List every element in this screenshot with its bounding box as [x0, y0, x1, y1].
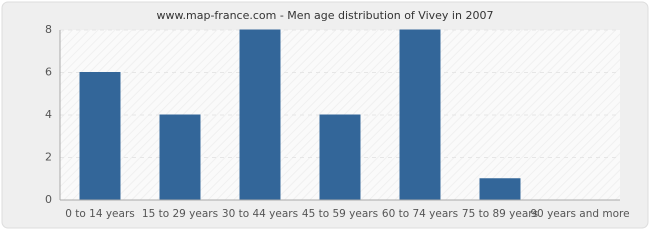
- y-tick-label: 8: [45, 23, 52, 36]
- x-tick-label: 0 to 14 years: [65, 208, 135, 220]
- y-tick-label: 2: [45, 151, 52, 164]
- x-tick-label: 60 to 74 years: [382, 208, 458, 220]
- bar: [319, 114, 361, 201]
- x-tick-label: 15 to 29 years: [142, 208, 218, 220]
- x-tick-label: 45 to 59 years: [302, 208, 378, 220]
- y-tick-label: 0: [45, 193, 52, 206]
- bar: [399, 29, 441, 201]
- x-tick-label: 75 to 89 years: [462, 208, 538, 220]
- chart-title: www.map-france.com - Men age distributio…: [157, 9, 494, 22]
- bar: [159, 114, 201, 201]
- x-tick-label: 90 years and more: [530, 208, 629, 220]
- y-tick-label: 4: [45, 108, 52, 121]
- page: www.map-france.com - Men age distributio…: [0, 0, 650, 230]
- bar: [479, 178, 521, 201]
- y-tick-label: 6: [45, 66, 52, 79]
- bar: [79, 72, 121, 201]
- bar: [239, 29, 281, 201]
- chart: www.map-france.com - Men age distributio…: [1, 1, 649, 229]
- x-tick-label: 30 to 44 years: [222, 208, 298, 220]
